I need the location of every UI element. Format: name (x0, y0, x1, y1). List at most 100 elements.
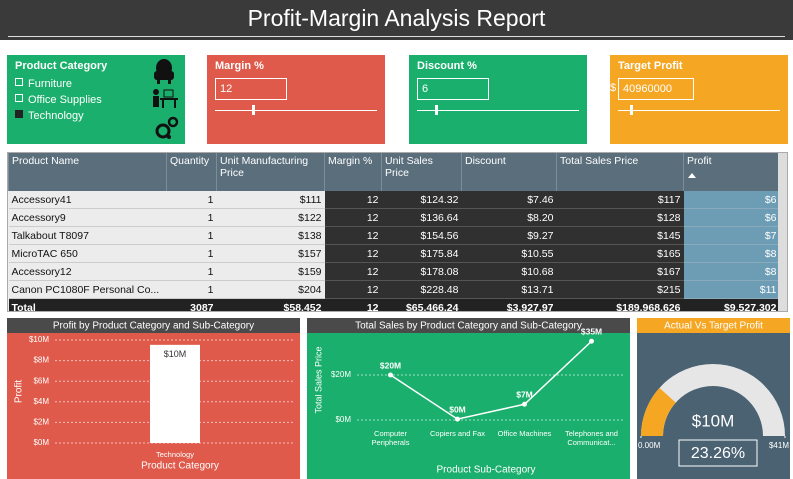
filter-label: Margin % (215, 60, 264, 72)
x-tick-label: Copiers and Fax (429, 429, 486, 438)
total-row: Total 3087 $58,452 12 $65,466.24 $3,927.97 $18… (8, 298, 780, 311)
title-bar (637, 318, 790, 333)
cell: 12 (324, 280, 382, 299)
gauge-chart: Actual Vs Target Profit $10M 0.00M $41M 23.2… (637, 318, 790, 467)
data-label: $10M (164, 349, 187, 359)
cell: Canon PC1080F Personal Co... (8, 280, 167, 299)
cell: $10.68 (461, 262, 557, 281)
cell: $122 (216, 208, 325, 227)
line-chart: Total Sales by Product Category and Sub-… (307, 318, 630, 476)
cell: 1 (166, 208, 217, 227)
slider-handle[interactable] (630, 105, 633, 115)
data-label: $7M (516, 390, 533, 400)
target-filter: Target Profit $ 40960000 (610, 55, 788, 144)
header-row: Product Name Quantity Unit Manufacturing P… (8, 153, 780, 191)
column-header: Discount (461, 153, 557, 191)
x-axis-label: Product Sub-Category (437, 465, 536, 476)
cell: $8 (683, 244, 780, 263)
cell: $159 (216, 262, 325, 281)
target-input[interactable]: 40960000 (618, 78, 694, 100)
cell: $165 (556, 244, 684, 263)
slider-handle[interactable] (252, 105, 255, 115)
gauge-tick-label: 0.00M (638, 441, 661, 450)
table-body: Accessory41 1 $111 12 $124.32 $7.46 $117 $6 Acce… (8, 191, 780, 311)
y-tick-label: $6M (33, 376, 49, 385)
report-title: Profit-Margin Analysis Report (247, 5, 546, 31)
cell: $175.84 (381, 244, 462, 263)
cell: $9.27 (461, 226, 557, 245)
category-option[interactable]: Furniture (15, 78, 72, 90)
total-cell: 3087 (166, 298, 217, 311)
total-cell: $58,452 (216, 298, 325, 311)
x-axis-label: Product Category (141, 461, 219, 472)
cell: Talkabout T8097 (8, 226, 167, 245)
category-option[interactable]: Technology (15, 110, 84, 122)
header: Profit-Margin Analysis Report (0, 0, 793, 40)
y-tick-label: $8M (33, 356, 49, 365)
total-cell: $3,927.97 (461, 298, 557, 311)
cell: $178.08 (381, 262, 462, 281)
cell: $215 (556, 280, 684, 299)
category-option[interactable]: Office Supplies (15, 94, 102, 106)
cell: $145 (556, 226, 684, 245)
cell: $6 (683, 191, 780, 209)
cell: 12 (324, 226, 382, 245)
category-icons (153, 59, 179, 139)
point (522, 401, 527, 407)
slider-handle[interactable] (435, 105, 438, 115)
checkbox (15, 94, 23, 102)
gauge-panel: Actual Vs Target Profit $10M 0.00M $41M 23.2… (637, 318, 790, 479)
column-header: Unit Manufacturing Price (216, 153, 325, 191)
kpi-percent: 23.26% (691, 445, 745, 462)
cell: $8.20 (461, 208, 557, 227)
option-label: Office Supplies (28, 94, 102, 106)
chart-title: Total Sales by Product Category and Sub-… (355, 321, 582, 332)
filter-label: Target Profit (618, 60, 683, 72)
total-cell: $9,527,302 (683, 298, 780, 311)
cell: $117 (556, 191, 684, 209)
slider-track (215, 110, 377, 111)
cell: Accessory9 (8, 208, 167, 227)
y-tick-label: $0M (33, 438, 49, 447)
total-cell: $189,968,626 (556, 298, 684, 311)
y-tick-label: $0M (335, 415, 351, 424)
filter-label: Product Category (15, 60, 108, 72)
line (390, 340, 593, 420)
data-label: $20M (380, 360, 401, 370)
table-row: Talkabout T8097 1 $138 12 $154.56 $9.27 $145 $7 (8, 226, 780, 245)
column-header: Quantity (166, 153, 217, 191)
checkbox (15, 78, 23, 86)
cell: Accessory41 (8, 191, 167, 209)
sort-arrow (688, 173, 696, 178)
x-tick-label: Office Machines (497, 429, 552, 438)
cell: $11 (683, 280, 780, 299)
cell: 1 (166, 191, 217, 209)
cell: $6 (683, 208, 780, 227)
cell: 12 (324, 262, 382, 281)
cell: 12 (324, 208, 382, 227)
cell: $154.56 (381, 226, 462, 245)
point (388, 372, 393, 378)
discount-input[interactable]: 6 (417, 78, 489, 100)
cell: 12 (324, 244, 382, 263)
cell: $204 (216, 280, 325, 299)
scrollbar[interactable] (778, 153, 787, 311)
title-bar (7, 318, 300, 333)
column-header: Unit Sales Price (381, 153, 462, 191)
chart-title: Actual Vs Target Profit (664, 321, 763, 332)
cell: Accessory12 (8, 262, 167, 281)
y-tick-label: $2M (33, 418, 49, 427)
slider-track (618, 110, 780, 111)
total-cell: Total (8, 298, 167, 311)
gauge-track (641, 363, 785, 436)
gauge-fill (641, 387, 676, 436)
data-label: $0M (449, 404, 466, 414)
currency-prefix: $ (610, 82, 617, 94)
bar-panel: Profit by Product Category and Sub-Categ… (7, 318, 300, 479)
column-header: Profit (683, 153, 780, 191)
margin-input[interactable]: 12 (215, 78, 287, 100)
cell: $7 (683, 226, 780, 245)
y-tick-label: $4M (33, 397, 49, 406)
option-label: Furniture (28, 78, 73, 90)
